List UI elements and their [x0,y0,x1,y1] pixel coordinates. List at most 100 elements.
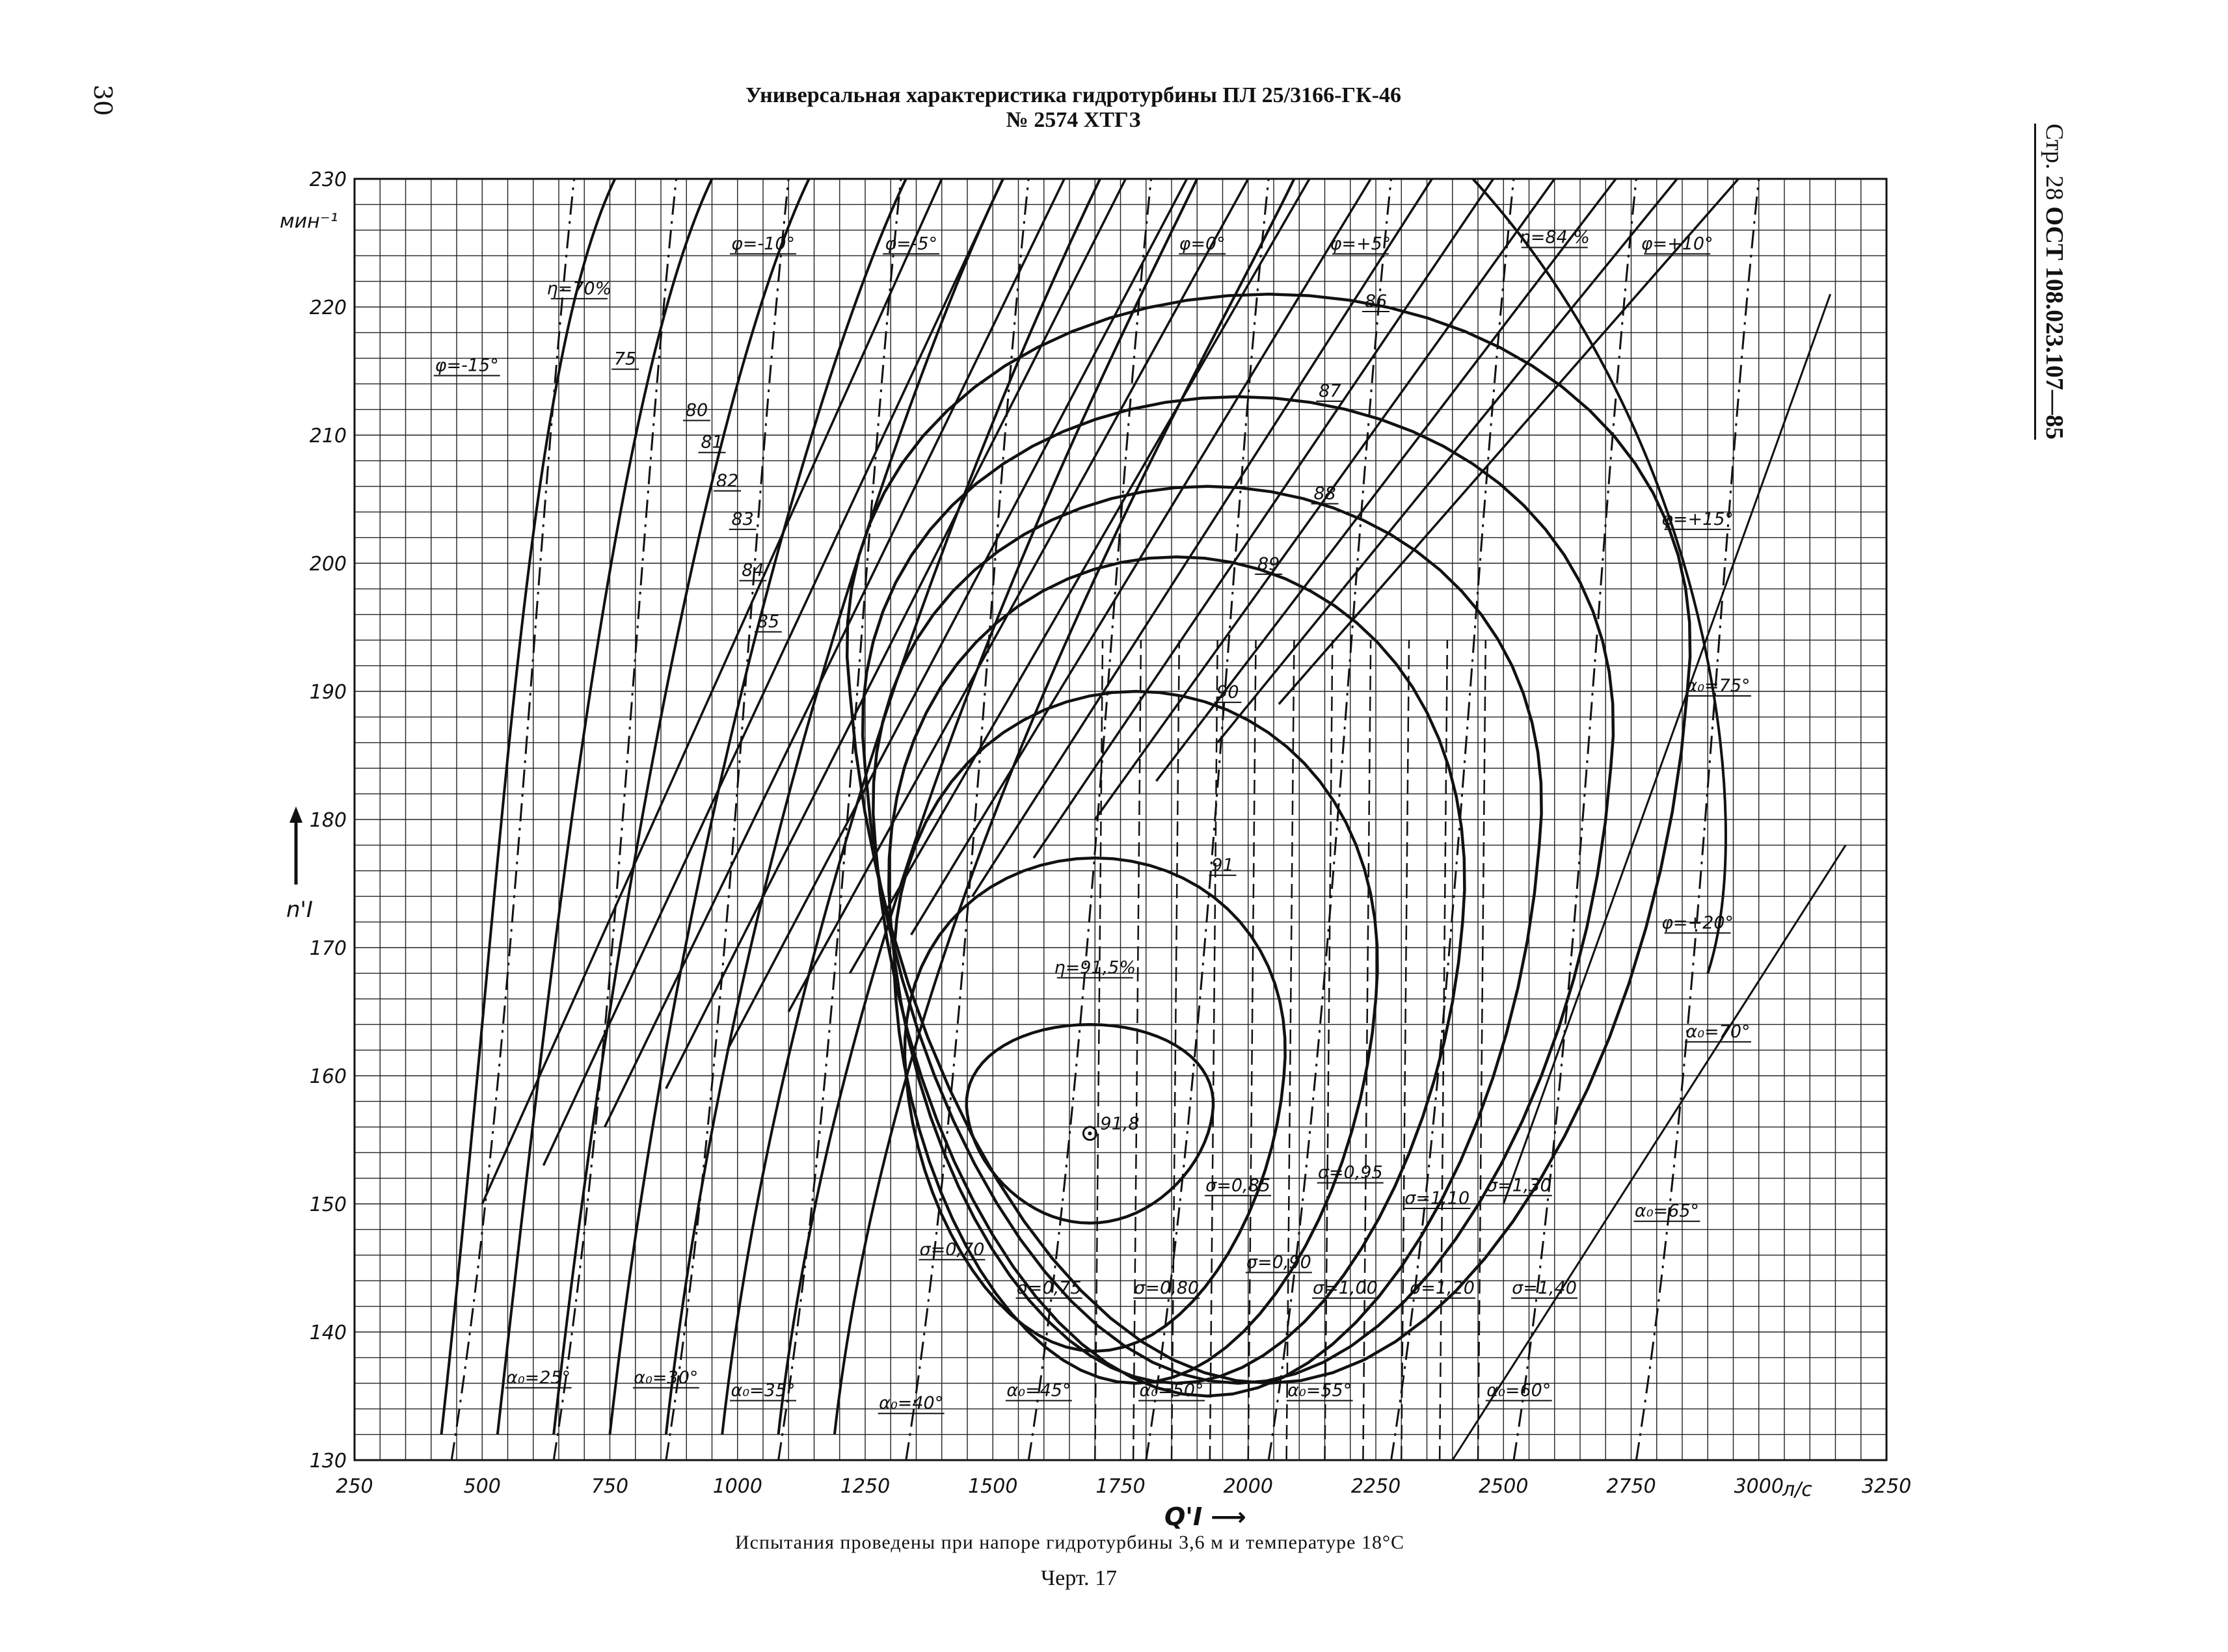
y-axis-unit: мин⁻¹ [280,210,338,233]
efficiency-label: η=84 % [1520,228,1590,248]
y-tick-label: 200 [310,553,347,576]
x-tick-label: 1250 [840,1475,890,1498]
guide-vane-label: α₀=45° [1006,1381,1071,1401]
efficiency-label: 81 [701,433,723,453]
x-tick-label: 1750 [1095,1475,1145,1498]
efficiency-contour [893,689,1379,1385]
cavitation-line [1285,640,1295,1461]
footnote: Испытания проведены при напоре гидротурб… [735,1532,1404,1553]
chart-labels: η=91,5% 91 90 89 88 87 86 η=84 % 85 84 83 82 81 80 75 η… [433,228,1751,1415]
y-tick-label: 140 [310,1322,347,1344]
x-tick-label: 3250 [1862,1475,1911,1498]
y-axis-arrow-head [289,806,302,823]
blade-angle-line [787,178,1250,1013]
x-tick-label: 1000 [713,1475,762,1498]
efficiency-open-curve [721,178,1101,1435]
blade-angle-line [1502,293,1832,1205]
blade-angle-label: φ=+5° [1330,233,1391,254]
cavitation-line [1209,640,1218,1461]
cavitation-line [1401,640,1410,1461]
y-axis-label: n'I [286,897,313,923]
guide-vane-line [905,178,1030,1461]
cavitation-line [1324,640,1334,1461]
chart-title: Универсальная характеристика гидротурбин… [585,83,1561,133]
cavitation-label: σ=1,10 [1404,1188,1470,1208]
blade-angle-label: φ=-15° [435,356,499,376]
blade-angle-line [1032,178,1494,859]
blade-angle-line [971,178,1433,898]
efficiency-label: 84 [742,561,764,581]
efficiency-label: 89 [1257,554,1280,574]
y-tick-label: 230 [310,168,347,191]
guide-vane-label: α₀=25° [506,1368,570,1388]
x-tick-label: 3000 [1734,1475,1784,1498]
y-tick-label: 150 [310,1193,347,1216]
plot-frame [353,178,1888,1461]
optimum-point [1082,1126,1097,1141]
blade-angle-line [604,178,1066,1128]
blade-angle-label: φ=+10° [1641,233,1713,254]
y-tick-label: 130 [310,1450,347,1472]
efficiency-label: 88 [1313,484,1335,504]
x-axis-unit: л/с [1782,1478,1812,1501]
cavitation-line [1477,640,1487,1461]
efficiency-label: 83 [731,509,753,529]
efficiency-open-curve [440,178,617,1435]
guide-vane-line [1635,178,1760,1461]
title-line-1: Универсальная характеристика гидротурбин… [745,83,1402,107]
guide-vane-label: α₀=30° [634,1368,698,1388]
cavitation-label: σ=1,40 [1512,1278,1577,1298]
blade-angle-line [1278,178,1739,705]
figure-label: Черт. 17 [1041,1566,1118,1590]
guide-vane-line [552,178,678,1461]
guide-vane-line [1267,178,1393,1461]
guide-vane-line [1390,178,1515,1461]
guide-vane-line [1512,178,1637,1461]
guide-vane-label: α₀=70° [1685,1022,1750,1042]
cavitation-label: σ=1,00 [1313,1278,1378,1298]
blade-angle-line [726,178,1188,1051]
efficiency-contour [965,1022,1215,1225]
cavitation-line [1438,640,1449,1461]
x-tick-label: 1500 [968,1475,1017,1498]
cavitation-label: σ=0,80 [1134,1278,1199,1298]
guide-vane-label: α₀=35° [731,1381,795,1401]
efficiency-open-curve [552,178,811,1435]
cavitation-label: σ=0,75 [1017,1278,1082,1298]
efficiency-label: η=91,5% [1054,957,1136,978]
cavitation-label: σ=0,70 [920,1240,985,1260]
efficiency-label: 90 [1216,682,1239,702]
y-tick-label: 190 [310,681,347,704]
cavitation-line [1170,640,1181,1461]
optimum-point-dot [1088,1131,1092,1136]
blade-angle-label: φ=+15° [1661,509,1734,529]
cavitation-label: σ=0,90 [1246,1253,1311,1273]
x-tick-label: 2750 [1606,1475,1656,1498]
efficiency-contour [845,293,1692,1385]
blade-angle-line [1094,178,1556,821]
guide-vane-line [1145,178,1270,1461]
efficiency-label: 91 [1211,855,1233,875]
cavitation-label: σ=1,20 [1410,1278,1475,1298]
x-tick-label: 2000 [1224,1475,1273,1498]
x-tick-label: 500 [464,1475,501,1498]
cavitation-label: σ=0,95 [1318,1163,1383,1183]
y-tick-label: 170 [310,937,347,960]
title-line-2: № 2574 ХТГЗ [1006,108,1141,133]
blade-angle-line [1451,844,1847,1461]
efficiency-label: 86 [1365,291,1387,312]
x-axis-label: Q'I ⟶ [1164,1502,1246,1531]
y-tick-label: 210 [310,425,347,447]
y-tick-label: 220 [310,297,347,319]
blade-angle-label: φ=-5° [885,233,937,254]
cavitation-line [1362,640,1372,1461]
x-tick-label: 750 [591,1475,628,1498]
blade-angle-label: φ=-10° [731,233,795,254]
efficiency-open-curve [833,178,1296,1435]
cavitation-line [1247,640,1257,1461]
efficiency-label: 87 [1319,381,1341,401]
optimum-point-label: 91,8 [1100,1114,1139,1134]
efficiency-open-curve [496,178,714,1435]
guide-vane-line [450,178,576,1461]
